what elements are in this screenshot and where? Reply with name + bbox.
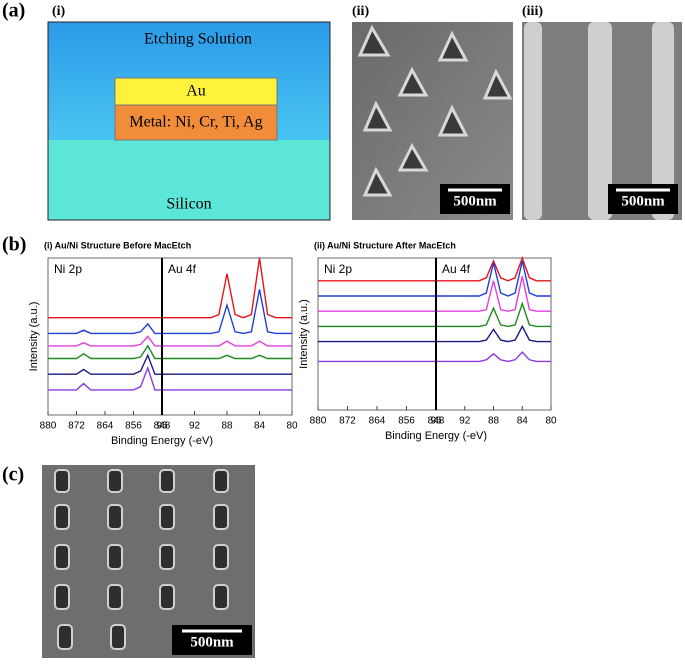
spectrum-line bbox=[48, 335, 162, 347]
y-axis-label: Intensity (a.u.) bbox=[298, 299, 310, 369]
spectrum-line bbox=[162, 257, 292, 319]
plot-frame bbox=[161, 257, 293, 416]
subpanel-label: (ii) bbox=[352, 4, 369, 19]
x-tick-label: 80 bbox=[286, 421, 298, 432]
x-tick-label: 96 bbox=[430, 416, 442, 427]
x-tick-label: 88 bbox=[221, 421, 233, 432]
scale-label: 500nm bbox=[190, 634, 234, 650]
x-axis-label: Binding Energy (-eV) bbox=[111, 435, 213, 447]
x-tick-label: 848 bbox=[428, 416, 445, 427]
spectrum-line bbox=[436, 260, 551, 297]
spectrum-line bbox=[436, 255, 551, 282]
spectrum-line bbox=[48, 353, 162, 375]
x-tick-label: 96 bbox=[156, 421, 168, 432]
x-axis-label: Binding Energy (-eV) bbox=[385, 430, 487, 442]
diagram-frame bbox=[47, 21, 331, 221]
x-tick-label: 872 bbox=[68, 421, 85, 432]
subpanel-label: (iii) bbox=[522, 4, 543, 19]
region-label: Au 4f bbox=[442, 262, 471, 276]
silicon-layer bbox=[48, 140, 330, 220]
panel-label: (b) bbox=[2, 234, 26, 256]
x-tick-label: 848 bbox=[154, 421, 171, 432]
x-tick-label: 84 bbox=[254, 421, 266, 432]
solution-label: Etching Solution bbox=[144, 31, 252, 48]
sem-features bbox=[357, 24, 513, 197]
spectrum-line bbox=[436, 324, 551, 343]
panel-label: (c) bbox=[2, 464, 24, 486]
region-label: Ni 2p bbox=[324, 262, 352, 276]
scale-label: 500nm bbox=[453, 193, 497, 209]
x-tick-label: 864 bbox=[97, 421, 114, 432]
spectrum-line bbox=[48, 322, 162, 335]
x-tick-label: 856 bbox=[125, 421, 142, 432]
sem-features bbox=[54, 469, 229, 650]
panel-label: (a) bbox=[2, 0, 25, 22]
spectrum-line bbox=[436, 351, 551, 363]
region-label: Ni 2p bbox=[54, 262, 82, 276]
spectrum-line bbox=[48, 365, 162, 391]
x-tick-label: 856 bbox=[398, 416, 415, 427]
x-tick-label: 84 bbox=[517, 416, 529, 427]
x-tick-label: 92 bbox=[459, 416, 471, 427]
spectrum-line bbox=[162, 340, 292, 347]
x-tick-label: 864 bbox=[369, 416, 386, 427]
spectrum-line bbox=[48, 344, 162, 360]
x-tick-label: 880 bbox=[40, 421, 57, 432]
spectrum-line bbox=[162, 354, 292, 360]
sem-features bbox=[524, 22, 674, 220]
au-layer bbox=[114, 77, 278, 106]
scale-label: 500nm bbox=[621, 193, 665, 209]
region-label: Au 4f bbox=[168, 262, 197, 276]
x-tick-label: 80 bbox=[545, 416, 557, 427]
chart-title: (ii) Au/Ni Structure After MacEtch bbox=[314, 240, 456, 250]
spectrum-line bbox=[436, 276, 551, 312]
metal-label: Metal: Ni, Cr, Ti, Ag bbox=[129, 114, 262, 131]
x-tick-label: 880 bbox=[310, 416, 327, 427]
chart-title: (i) Au/Ni Structure Before MacEtch bbox=[44, 240, 191, 250]
au-label: Au bbox=[186, 83, 206, 100]
spectrum-line bbox=[436, 301, 551, 328]
y-axis-label: Intensity (a.u.) bbox=[28, 302, 40, 372]
x-tick-label: 92 bbox=[189, 421, 201, 432]
subpanel-label: (i) bbox=[52, 4, 66, 19]
spectrum-line bbox=[162, 289, 292, 335]
silicon-label: Silicon bbox=[166, 196, 211, 213]
metal-layer bbox=[114, 104, 278, 141]
plot-frame bbox=[47, 257, 163, 416]
x-tick-label: 88 bbox=[488, 416, 500, 427]
x-tick-label: 872 bbox=[339, 416, 356, 427]
